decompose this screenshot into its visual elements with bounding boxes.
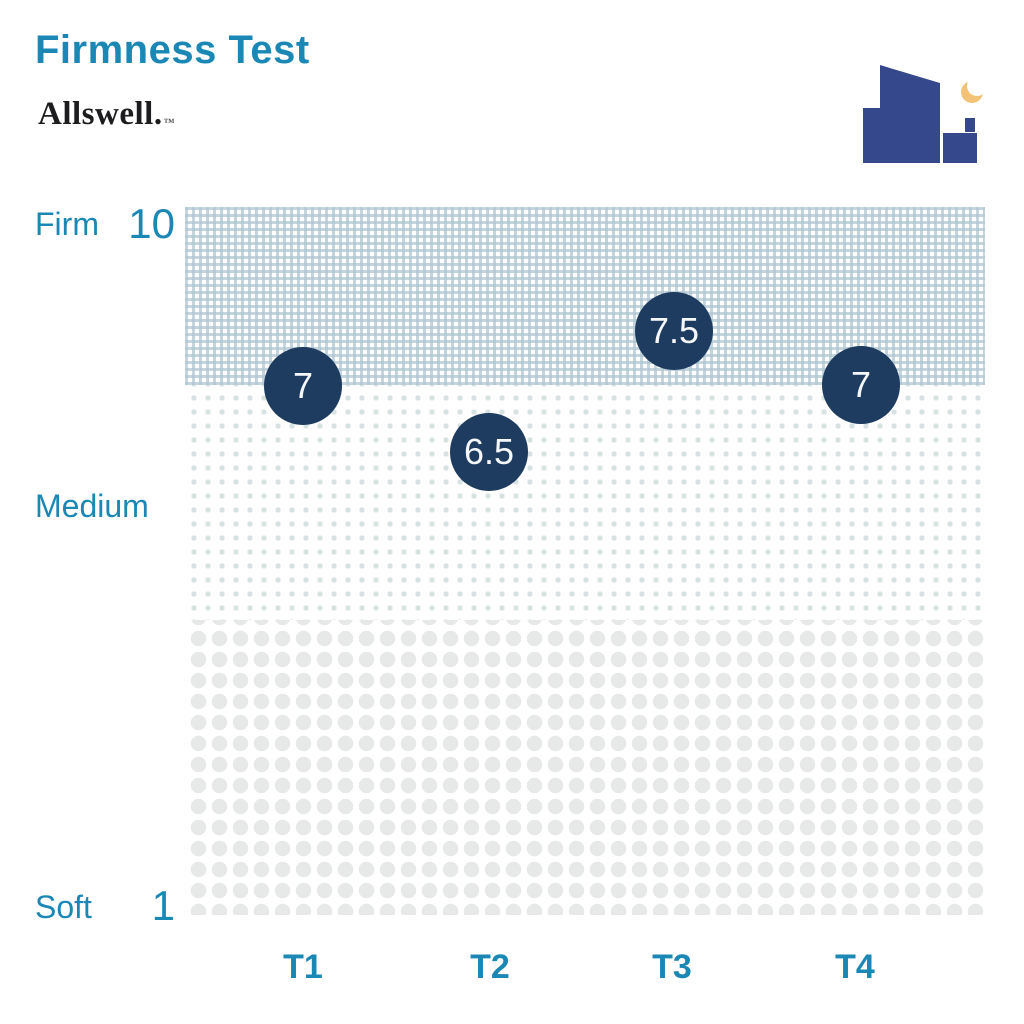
data-point-t1: 7 bbox=[264, 347, 342, 425]
y-axis-tick-1: 1 bbox=[151, 882, 175, 929]
chart-plot-area bbox=[185, 207, 985, 915]
y-axis-label-firm: Firm bbox=[35, 206, 99, 242]
y-axis-label-medium: Medium bbox=[35, 488, 149, 524]
y-axis-tick-10: 10 bbox=[128, 200, 175, 247]
x-axis-label-t2: T2 bbox=[470, 948, 510, 986]
x-axis-label-t3: T3 bbox=[652, 948, 692, 986]
page-title: Firmness Test bbox=[35, 28, 310, 72]
moon-icon bbox=[961, 76, 987, 103]
brand-wordmark: Allswell.™ bbox=[38, 96, 176, 133]
x-axis-label-t4: T4 bbox=[835, 948, 875, 986]
buildings-moon-icon bbox=[863, 65, 987, 163]
y-axis-label-soft: Soft bbox=[35, 889, 92, 925]
small-building-icon bbox=[943, 133, 977, 163]
data-point-t3: 7.5 bbox=[635, 292, 713, 370]
chimney-icon bbox=[965, 118, 975, 132]
brand-name: Allswell. bbox=[38, 96, 163, 132]
city-skyline-logo bbox=[858, 58, 987, 168]
x-axis-label-t1: T1 bbox=[283, 948, 323, 986]
data-point-t4: 7 bbox=[822, 346, 900, 424]
data-point-t2: 6.5 bbox=[450, 413, 528, 491]
medium-zone-band bbox=[185, 385, 985, 620]
tall-building-icon bbox=[880, 65, 940, 163]
trademark-symbol: ™ bbox=[163, 117, 176, 129]
soft-zone-band bbox=[185, 620, 985, 915]
